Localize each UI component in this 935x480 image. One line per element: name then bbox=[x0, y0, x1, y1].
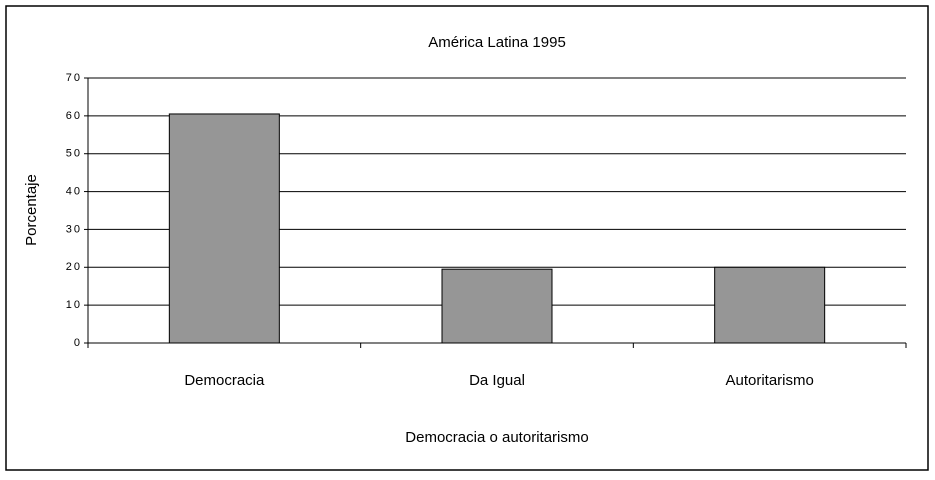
y-tick-label: 40 bbox=[66, 185, 82, 197]
y-tick-label: 20 bbox=[66, 261, 82, 273]
y-axis-title: Porcentaje bbox=[23, 174, 40, 246]
y-tick-label: 30 bbox=[66, 223, 82, 235]
y-tick-label: 60 bbox=[66, 110, 82, 122]
y-tick-label: 10 bbox=[66, 299, 82, 311]
y-tick-label: 50 bbox=[66, 148, 82, 160]
y-tick-label: 70 bbox=[66, 72, 82, 84]
x-tick-label: Democracia bbox=[184, 372, 265, 389]
bar bbox=[168, 113, 280, 344]
chart-title: América Latina 1995 bbox=[428, 34, 566, 51]
bar bbox=[441, 268, 553, 344]
x-axis-title: Democracia o autoritarismo bbox=[405, 429, 588, 446]
x-tick-label: Da Igual bbox=[469, 372, 525, 389]
x-tick-label: Autoritarismo bbox=[725, 372, 813, 389]
chart-border bbox=[5, 5, 929, 471]
y-tick-label: 0 bbox=[74, 337, 82, 349]
bar bbox=[714, 266, 826, 344]
